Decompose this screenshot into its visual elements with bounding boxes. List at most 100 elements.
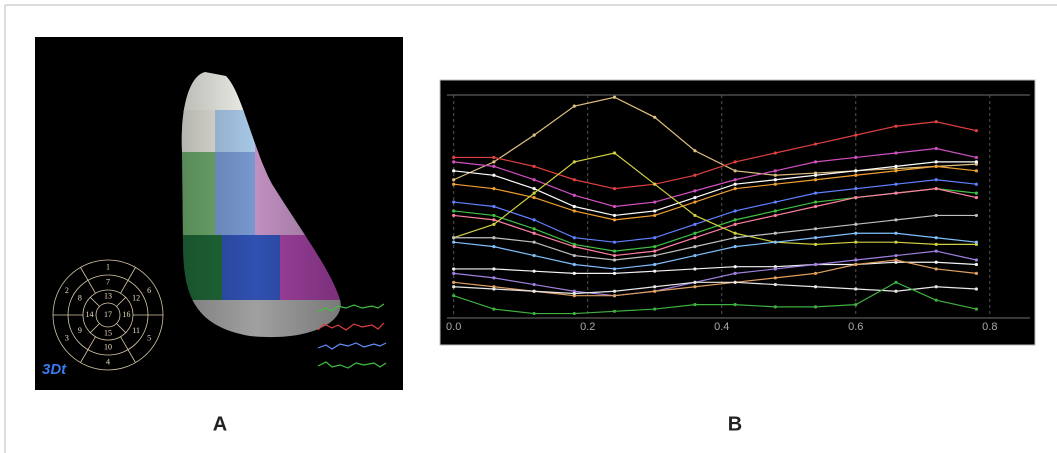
series-point xyxy=(974,169,978,173)
series-point xyxy=(854,195,858,200)
series-point xyxy=(773,265,777,269)
series-point xyxy=(532,191,536,195)
series-point xyxy=(612,258,617,262)
series-point xyxy=(934,236,938,240)
series-point xyxy=(693,303,697,307)
series-point xyxy=(934,298,938,302)
segment-label: 13 xyxy=(104,291,112,300)
series-point xyxy=(612,204,617,209)
series-point xyxy=(773,213,777,218)
series-point xyxy=(572,104,576,108)
series-point xyxy=(612,309,617,313)
series-point xyxy=(452,155,456,160)
bullseye-divider xyxy=(90,323,100,333)
series-point xyxy=(492,213,496,218)
series-point xyxy=(894,218,898,222)
series-point xyxy=(492,164,496,168)
series-point xyxy=(612,249,617,253)
series-point xyxy=(773,276,777,280)
series-point xyxy=(572,178,576,182)
series-point xyxy=(653,289,657,293)
series-point xyxy=(894,164,898,168)
series-point xyxy=(773,182,777,186)
series-point xyxy=(773,200,777,204)
series-point xyxy=(773,178,777,182)
series-point xyxy=(653,269,657,273)
segment-label: 8 xyxy=(78,294,82,303)
series-point xyxy=(773,169,777,173)
series-point xyxy=(532,133,536,137)
line-chart: 0.0 0.2 0.4 0.6 0.8 xyxy=(446,95,997,333)
segment-label: 2 xyxy=(65,286,69,295)
series-point xyxy=(733,187,737,191)
series-point xyxy=(452,271,456,275)
series-line xyxy=(453,121,977,190)
series-point xyxy=(934,164,938,168)
series-point xyxy=(894,258,898,262)
x-tick-label: 0.0 xyxy=(446,321,461,333)
series-point xyxy=(974,262,978,267)
series-point xyxy=(532,195,536,200)
series-point xyxy=(452,182,456,186)
series-point xyxy=(492,245,496,249)
series-point xyxy=(854,222,858,226)
series-point xyxy=(733,236,737,240)
segment-label: 14 xyxy=(86,310,94,319)
series-point xyxy=(773,173,777,177)
series-point xyxy=(934,120,938,124)
series-line xyxy=(453,161,977,217)
series-point xyxy=(572,294,576,298)
bullseye-divider xyxy=(80,336,96,363)
series-point xyxy=(452,294,456,298)
series-line xyxy=(453,165,977,221)
series-point xyxy=(653,182,657,186)
series-point xyxy=(612,289,617,293)
series-point xyxy=(653,249,657,253)
series-point xyxy=(693,173,697,177)
series-point xyxy=(612,294,617,298)
series-point xyxy=(532,269,536,273)
series-line xyxy=(453,147,977,208)
series-point xyxy=(854,169,858,173)
series-point xyxy=(452,213,456,218)
series-point xyxy=(733,178,737,182)
series-point xyxy=(693,200,697,204)
series-point xyxy=(894,191,898,195)
series-point xyxy=(813,191,818,195)
series-point xyxy=(572,253,576,258)
series-point xyxy=(934,285,938,289)
series-point xyxy=(653,245,657,249)
series-point xyxy=(974,271,978,275)
series-point xyxy=(653,213,657,218)
series-point xyxy=(653,236,657,240)
series-point xyxy=(572,289,576,293)
panel-label: A xyxy=(213,413,227,435)
series-point xyxy=(773,267,777,271)
series-line xyxy=(453,152,977,246)
series-line xyxy=(453,214,977,261)
series-point xyxy=(693,285,697,289)
series-point xyxy=(894,260,898,264)
series-point xyxy=(733,182,737,186)
series-point xyxy=(813,305,818,309)
segment-label: 1 xyxy=(106,262,110,271)
series-point xyxy=(532,187,536,191)
panel-label: B xyxy=(728,413,742,435)
series-point xyxy=(733,245,737,249)
segment-label: 17 xyxy=(104,310,112,319)
series-point xyxy=(532,240,536,244)
bullseye-divider xyxy=(120,336,136,363)
series-point xyxy=(612,267,617,271)
series-point xyxy=(854,303,858,307)
series-point xyxy=(813,227,818,231)
segment-label: 11 xyxy=(132,326,140,335)
series-point xyxy=(813,236,818,240)
series-point xyxy=(492,287,496,291)
series-point xyxy=(693,236,697,240)
series-point xyxy=(854,187,858,191)
series-point xyxy=(492,236,496,240)
bullseye-divider xyxy=(116,297,126,307)
x-tick-label: 0.8 xyxy=(982,321,997,333)
series-point xyxy=(934,213,938,218)
